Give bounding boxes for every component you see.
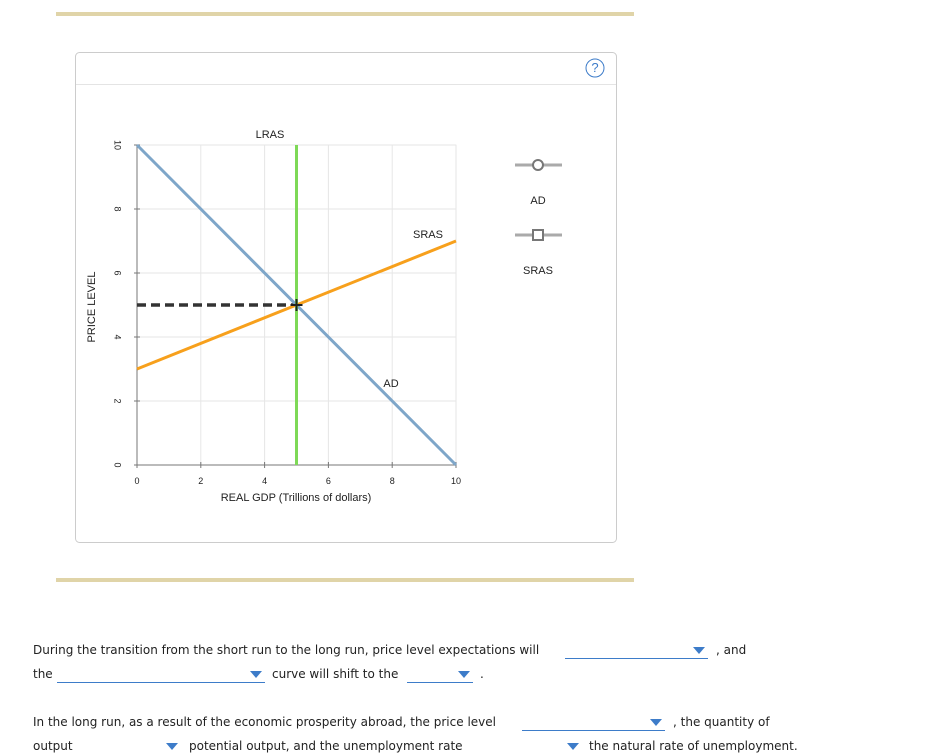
prompt-text: , the quantity of — [673, 715, 770, 729]
x-tick-label: 10 — [451, 476, 461, 486]
prompt-text: the — [33, 667, 53, 681]
y-tick-label: 8 — [113, 206, 123, 211]
prompt-text: output — [33, 739, 73, 753]
help-icon[interactable]: ? — [591, 60, 598, 75]
y-tick-label: 0 — [113, 462, 123, 467]
prompt-text: , and — [716, 643, 747, 657]
intersection-marker — [290, 299, 303, 311]
legend-label: SRAS — [523, 265, 553, 277]
x-tick-label: 6 — [326, 476, 331, 486]
y-tick-label: 2 — [113, 398, 123, 403]
x-tick-label: 4 — [262, 476, 267, 486]
dropdown[interactable] — [565, 642, 708, 659]
x-tick-label: 0 — [134, 476, 139, 486]
divider — [56, 578, 634, 582]
legend-marker — [532, 229, 544, 241]
prompt-text: . — [480, 667, 484, 681]
y-axis-title: PRICE LEVEL — [86, 272, 98, 343]
y-tick-label: 4 — [113, 334, 123, 339]
divider — [56, 12, 634, 16]
dropdown[interactable] — [407, 666, 473, 683]
legend-marker — [532, 159, 544, 171]
dropdown[interactable] — [480, 738, 582, 755]
prompt-text: the natural rate of unemployment. — [589, 739, 798, 753]
y-tick-label: 6 — [113, 270, 123, 275]
prompt-text: During the transition from the short run… — [33, 643, 540, 657]
dropdown[interactable] — [57, 666, 265, 683]
curve-label: SRAS — [413, 229, 443, 241]
x-axis-title: REAL GDP (Trillions of dollars) — [221, 492, 372, 504]
y-tick-label: 10 — [113, 140, 123, 150]
curve-label: AD — [383, 378, 398, 390]
prompt-text: curve will shift to the — [272, 667, 399, 681]
graph-area: ? REAL GDP (Trillions of dollars) PRICE … — [56, 12, 634, 582]
dropdown[interactable] — [522, 714, 665, 731]
dropdown[interactable] — [85, 738, 181, 755]
help-button[interactable] — [585, 58, 605, 78]
prompt-text: potential output, and the unemployment r… — [189, 739, 463, 753]
curve-label: LRAS — [256, 129, 285, 141]
x-tick-label: 2 — [198, 476, 203, 486]
x-tick-label: 8 — [390, 476, 395, 486]
legend-label: AD — [530, 195, 545, 207]
prompt-text: In the long run, as a result of the econ… — [33, 715, 496, 729]
